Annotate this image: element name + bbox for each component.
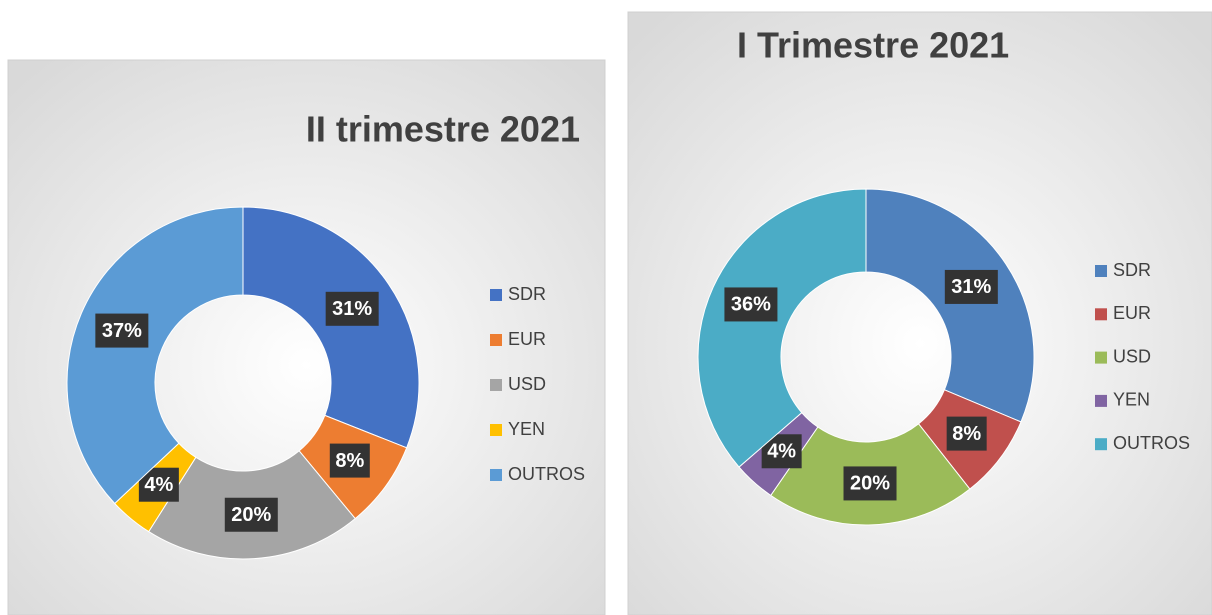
- data-label-box: [843, 466, 897, 501]
- data-label: 20%: [231, 504, 271, 526]
- data-label-box: [724, 287, 778, 322]
- data-label: 8%: [335, 450, 364, 472]
- data-label-box: [325, 291, 379, 326]
- donut-slice: [66, 206, 244, 505]
- data-label: 4%: [767, 441, 796, 463]
- legend-label: OUTROS: [1113, 433, 1190, 453]
- data-label: 20%: [850, 473, 890, 495]
- data-label: 4%: [144, 474, 173, 496]
- donut-slice: [865, 188, 1035, 423]
- legend-label: SDR: [1113, 260, 1151, 280]
- legend-label: SDR: [508, 284, 546, 304]
- legend-swatch: [1095, 265, 1107, 277]
- legend-swatch: [1095, 394, 1107, 407]
- data-label-box: [95, 313, 149, 348]
- legend-label: USD: [508, 374, 546, 394]
- legend-label: YEN: [1113, 390, 1150, 410]
- legend-swatch: [490, 379, 502, 391]
- donut-slice: [697, 188, 867, 468]
- data-label: 31%: [332, 298, 372, 320]
- legend-swatch: [1095, 438, 1107, 451]
- chart-title: I Trimestre 2021: [737, 25, 1009, 66]
- chart-title: II trimestre 2021: [306, 109, 580, 150]
- legend-swatch: [490, 334, 502, 346]
- legend-label: YEN: [508, 419, 545, 439]
- data-label-box: [329, 443, 370, 478]
- donut-slice: [242, 206, 420, 449]
- legend-label: OUTROS: [508, 464, 585, 484]
- legend-swatch: [490, 469, 502, 481]
- data-label: 36%: [731, 294, 771, 316]
- legend-swatch: [1095, 308, 1107, 321]
- data-label-box: [224, 497, 278, 532]
- data-label-box: [946, 416, 987, 451]
- legend-swatch: [490, 424, 502, 436]
- legend-label: USD: [1113, 346, 1151, 366]
- legend-swatch: [490, 289, 502, 301]
- data-label: 8%: [952, 423, 981, 445]
- legend-label: EUR: [1113, 303, 1151, 323]
- legend-swatch: [1095, 351, 1107, 364]
- data-label-box: [944, 269, 998, 304]
- legend-label: EUR: [508, 329, 546, 349]
- data-label: 37%: [102, 320, 142, 342]
- data-label: 31%: [951, 276, 991, 298]
